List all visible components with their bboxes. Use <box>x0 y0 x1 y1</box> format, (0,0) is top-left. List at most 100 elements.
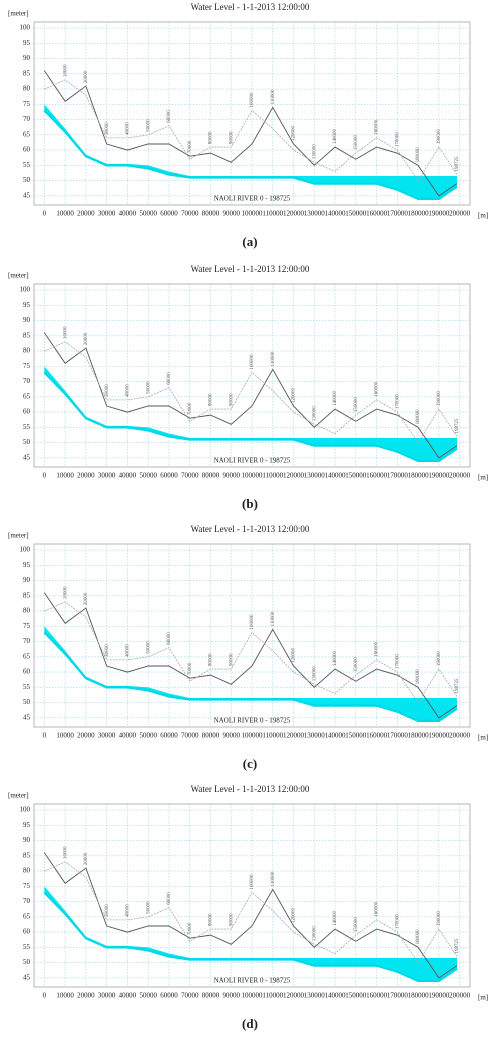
x-tick-label: 30000 <box>98 210 116 218</box>
x-tick-label: 50000 <box>139 210 157 218</box>
station-label: 90000 <box>229 653 234 666</box>
x-axis-label: [m] <box>478 212 488 220</box>
bank-line <box>44 592 458 719</box>
y-axis-label: [meter] <box>8 272 29 280</box>
bed-line <box>43 891 458 982</box>
chart-title: Water Level - 1-1-2013 12:00:00 <box>191 264 310 274</box>
y-tick-label: 45 <box>23 191 31 199</box>
x-tick-label: 110000 <box>262 472 283 480</box>
x-tick-label: 80000 <box>202 210 220 218</box>
x-tick-label: 150000 <box>345 210 367 218</box>
y-axis-label: [meter] <box>8 792 29 800</box>
bed-line <box>43 109 458 200</box>
x-tick-label: 160000 <box>366 732 388 740</box>
y-tick-label: 55 <box>23 943 31 951</box>
bank-line <box>44 861 458 964</box>
x-tick-label: 40000 <box>119 992 137 1000</box>
y-tick-label: 65 <box>23 912 31 920</box>
x-tick-label: 70000 <box>181 992 199 1000</box>
station-label: 10000 <box>63 64 68 77</box>
y-tick-label: 60 <box>23 928 31 936</box>
x-tick-label: 150000 <box>345 732 367 740</box>
x-tick-label: 110000 <box>262 210 283 218</box>
caption: (a) <box>242 234 257 249</box>
y-tick-label: 45 <box>23 453 31 461</box>
x-tick-label: 190000 <box>428 210 450 218</box>
station-label: 50000 <box>146 381 151 394</box>
station-label: 30000 <box>105 384 110 397</box>
station-label: 120000 <box>292 908 297 924</box>
station-label: 30000 <box>105 644 110 657</box>
station-label: 40000 <box>126 384 131 397</box>
x-tick-label: 170000 <box>387 992 409 1000</box>
x-tick-label: 20000 <box>77 732 95 740</box>
y-tick-label: 50 <box>23 698 31 706</box>
x-tick-label: 180000 <box>408 732 430 740</box>
station-label: 10000 <box>63 586 68 599</box>
y-tick-label: 75 <box>23 622 31 630</box>
station-label: 150000 <box>354 135 359 151</box>
x-tick-label: 60000 <box>160 992 178 1000</box>
bank-line <box>44 79 458 182</box>
x-tick-label: 100000 <box>242 992 264 1000</box>
chart-title: Water Level - 1-1-2013 12:00:00 <box>191 2 310 12</box>
x-tick-label: 200000 <box>449 732 471 740</box>
station-label: 170000 <box>395 914 400 930</box>
x-tick-label: 160000 <box>366 992 388 1000</box>
y-tick-label: 50 <box>23 176 31 184</box>
water-area <box>44 886 457 981</box>
x-tick-label: 90000 <box>222 732 240 740</box>
y-tick-label: 80 <box>23 607 31 615</box>
y-tick-label: 70 <box>23 897 31 905</box>
y-tick-label: 100 <box>20 24 31 32</box>
station-label: 40000 <box>126 904 131 917</box>
y-axis-label: [meter] <box>8 10 29 18</box>
x-tick-label: 100000 <box>242 472 264 480</box>
x-tick-label: 160000 <box>366 472 388 480</box>
x-tick-label: 0 <box>43 472 47 480</box>
x-tick-label: 100000 <box>242 210 264 218</box>
station-label: 130000 <box>312 406 317 422</box>
station-label: 150000 <box>354 397 359 413</box>
x-tick-label: 100000 <box>242 732 264 740</box>
x-tick-label: 60000 <box>160 472 178 480</box>
x-tick-label: 160000 <box>366 210 388 218</box>
station-label: 20000 <box>84 852 89 865</box>
station-label: 140000 <box>333 651 338 667</box>
station-label: 10000 <box>63 846 68 859</box>
station-label: 198725 <box>455 938 460 954</box>
x-tick-label: 10000 <box>56 210 74 218</box>
station-label: 30000 <box>105 122 110 135</box>
caption: (d) <box>242 1016 258 1031</box>
station-label: 198725 <box>455 418 460 434</box>
station-label: 60000 <box>167 372 172 385</box>
x-tick-label: 90000 <box>222 992 240 1000</box>
station-label: 180000 <box>416 409 421 425</box>
x-tick-label: 200000 <box>449 210 471 218</box>
x-tick-label: 180000 <box>408 210 430 218</box>
x-tick-label: 180000 <box>408 472 430 480</box>
station-label: 120000 <box>292 126 297 142</box>
y-tick-label: 90 <box>23 316 31 324</box>
x-tick-label: 50000 <box>139 992 157 1000</box>
chart-title: Water Level - 1-1-2013 12:00:00 <box>191 524 310 534</box>
x-axis-label: [m] <box>478 474 488 482</box>
station-label: 150000 <box>354 917 359 933</box>
station-label: 190000 <box>437 911 442 927</box>
station-label: 130000 <box>312 926 317 942</box>
x-tick-label: 190000 <box>428 992 450 1000</box>
y-tick-label: 60 <box>23 668 31 676</box>
station-label: 130000 <box>312 144 317 160</box>
x-tick-label: 120000 <box>283 210 305 218</box>
y-tick-label: 45 <box>23 973 31 981</box>
panel: Water Level - 1-1-2013 12:00:00 [meter] [m… <box>8 264 488 511</box>
y-tick-label: 100 <box>20 286 31 294</box>
x-tick-label: 70000 <box>181 732 199 740</box>
station-label: 110000 <box>271 351 276 366</box>
station-label: 170000 <box>395 394 400 410</box>
station-label: 50000 <box>146 901 151 914</box>
station-label: 140000 <box>333 391 338 407</box>
station-label: 70000 <box>188 140 193 153</box>
y-tick-label: 65 <box>23 130 31 138</box>
y-tick-label: 90 <box>23 54 31 62</box>
